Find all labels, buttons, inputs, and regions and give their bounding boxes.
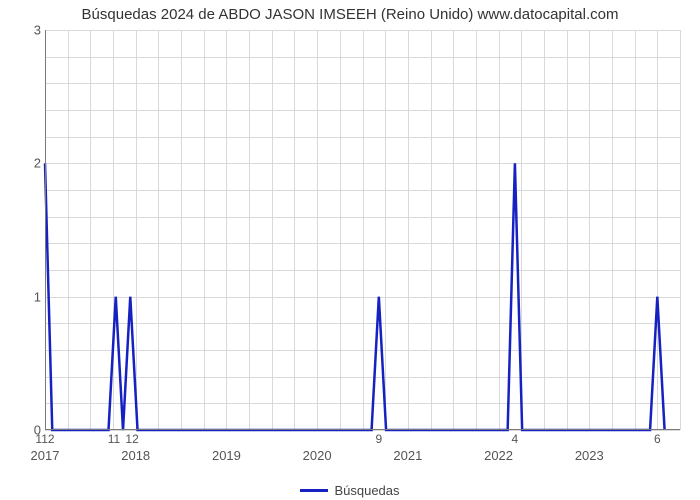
x-tick-label: 2019 [212, 448, 241, 463]
series-polyline [45, 163, 665, 430]
data-point-label: 12 [125, 432, 138, 446]
y-tick-label: 3 [34, 23, 41, 38]
data-point-label: 112 [35, 432, 54, 446]
y-axis [45, 30, 46, 430]
y-tick-label: 1 [34, 289, 41, 304]
data-point-label: 11 [108, 432, 120, 446]
x-tick-label: 2023 [575, 448, 604, 463]
legend: Búsquedas [0, 482, 700, 498]
x-tick-label: 2018 [121, 448, 150, 463]
data-point-label: 9 [375, 432, 382, 446]
x-tick-label: 2020 [303, 448, 332, 463]
data-point-label: 4 [512, 432, 519, 446]
chart-container: Búsquedas 2024 de ABDO JASON IMSEEH (Rei… [0, 0, 700, 500]
legend-swatch [300, 489, 328, 492]
x-tick-label: 2021 [393, 448, 422, 463]
data-point-label: 6 [654, 432, 661, 446]
legend-label: Búsquedas [334, 483, 399, 498]
x-tick-label: 2022 [484, 448, 513, 463]
line-series [45, 30, 680, 430]
x-tick-label: 2017 [31, 448, 60, 463]
plot-area: 2017201820192020202120222023 1121112946 [45, 30, 680, 430]
x-axis [45, 429, 680, 430]
y-axis-labels: 0123 [0, 30, 45, 430]
chart-title: Búsquedas 2024 de ABDO JASON IMSEEH (Rei… [0, 6, 700, 23]
y-tick-label: 2 [34, 156, 41, 171]
